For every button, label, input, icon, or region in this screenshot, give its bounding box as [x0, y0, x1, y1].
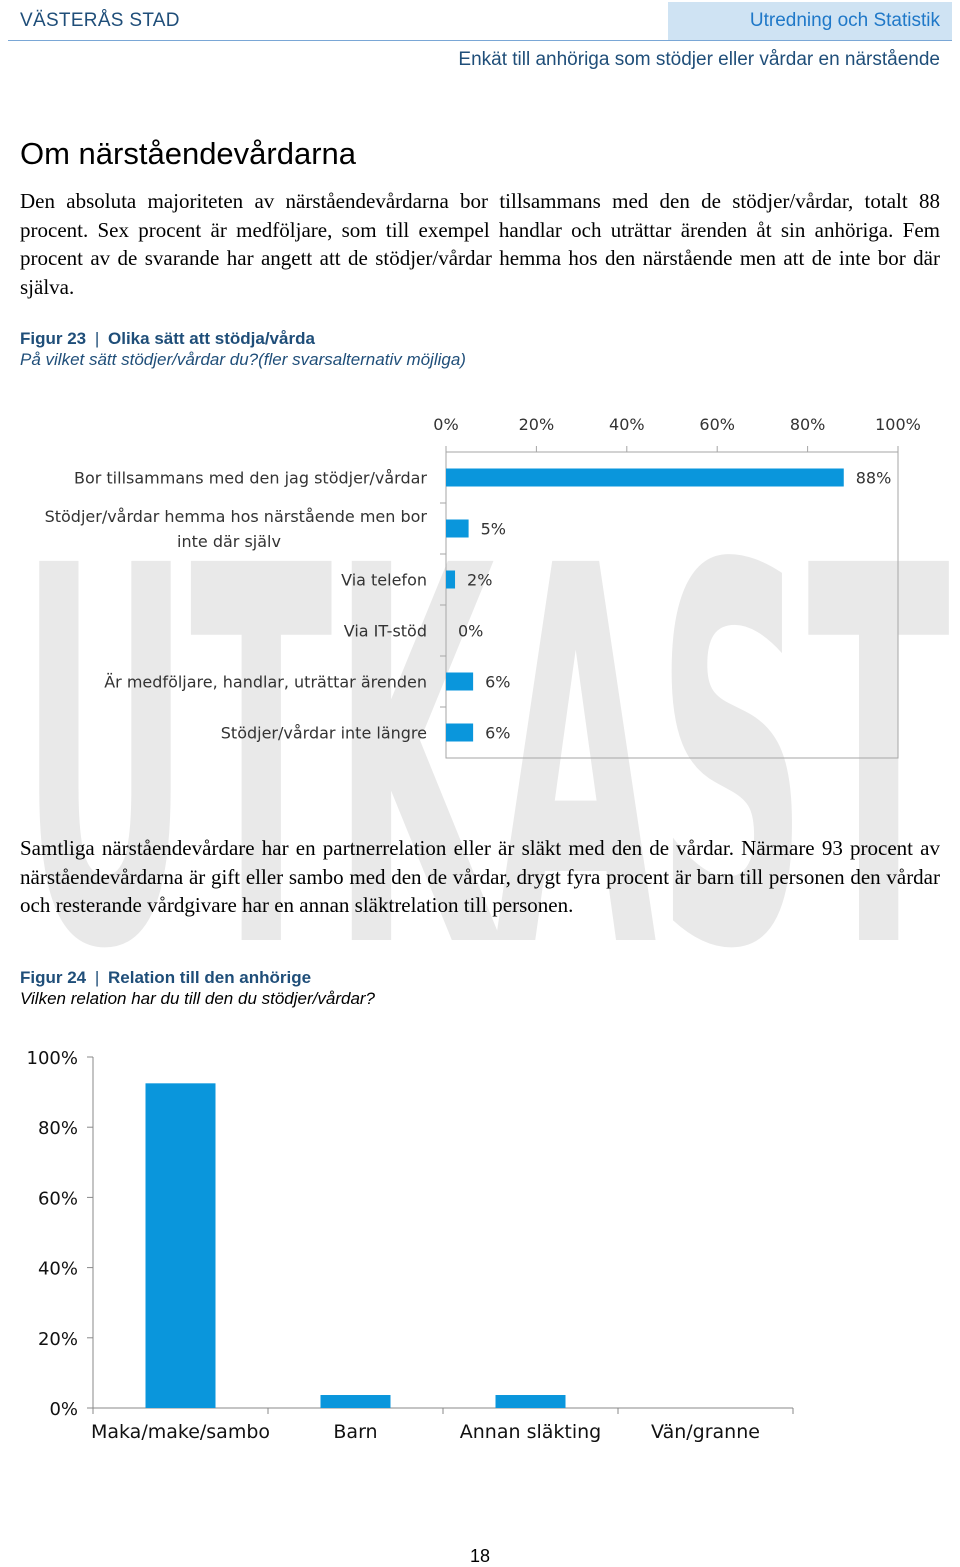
header-divider: [8, 40, 952, 41]
x-tick-label: 0%: [433, 415, 458, 434]
figure24-chart: 0% 20% 40% 60% 80% 100% Maka/make/sambo Barn Ann…: [27, 1048, 794, 1443]
figure24-separator: |: [94, 968, 100, 987]
category-label: Maka/make/sambo: [91, 1421, 270, 1443]
bar: [145, 1083, 216, 1408]
data-label: 2%: [467, 571, 492, 590]
x-tick-label: 80%: [790, 415, 826, 434]
section-title: Om närståendevårdarna: [20, 136, 357, 171]
figure23-separator: |: [94, 329, 100, 348]
figure23-chart: 0% 20% 40% 60% 80% 100% 88% Bor tillsammans med…: [45, 415, 921, 759]
figure23-question: På vilket sätt stödjer/vårdar du?: [20, 350, 259, 369]
category-label: Vän/granne: [651, 1421, 760, 1443]
y-tick-label: 80%: [38, 1118, 78, 1139]
bar: [495, 1395, 566, 1408]
category-label: Bor tillsammans med den jag stödjer/vård…: [74, 469, 427, 488]
category-label: Barn: [333, 1421, 377, 1443]
figure24-question: Vilken relation har du till den du stödj…: [20, 989, 376, 1008]
y-tick-label: 20%: [38, 1329, 78, 1350]
page-number: 18: [469, 1546, 491, 1566]
category-label: Stödjer/vårdar hemma hos närstående men …: [45, 507, 428, 551]
dept-box: [668, 2, 952, 40]
relation-paragraph: Samtliga närståendevårdare har en partne…: [20, 836, 940, 917]
org-name: VÄSTERÅS STAD: [20, 10, 180, 31]
y-tick-label: 60%: [38, 1188, 78, 1209]
category-label: Via telefon: [341, 571, 427, 590]
data-label: 0%: [458, 622, 483, 641]
bar: [446, 672, 474, 691]
intro-paragraph: Den absoluta majoriteten av närståendevå…: [20, 189, 940, 299]
bar: [320, 1395, 391, 1408]
figure23-note: (fler svarsalternativ möjliga): [258, 350, 466, 369]
dept-name: Utredning och Statistik: [749, 10, 940, 31]
x-tick-label: 40%: [609, 415, 645, 434]
category-label: Via IT-stöd: [344, 622, 427, 641]
data-label: 6%: [485, 724, 510, 743]
y-tick-label: 100%: [27, 1048, 78, 1069]
y-tick-label: 40%: [38, 1259, 78, 1280]
category-label: Stödjer/vårdar inte längre: [221, 724, 427, 743]
category-label: Är medföljare, handlar, uträttar ärenden: [104, 673, 427, 692]
data-label: 5%: [481, 520, 506, 539]
bar: [446, 570, 456, 589]
figure23-label: Figur 23: [20, 329, 87, 348]
x-tick-label: 100%: [875, 415, 921, 434]
figure24-label: Figur 24: [20, 968, 87, 987]
figure23-question-line: På vilket sätt stödjer/vårdar du?(fler s…: [20, 350, 466, 370]
bar: [446, 723, 474, 742]
document-title: Enkät till anhöriga som stödjer eller vå…: [458, 49, 940, 70]
figure24-caption: Figur 24 | Relation till den anhörige: [20, 968, 311, 988]
bar: [446, 519, 469, 538]
plot-area-frame: [445, 451, 899, 759]
figure24-title: Relation till den anhörige: [108, 968, 312, 987]
figure23-caption: Figur 23 | Olika sätt att stödja/vårda: [20, 329, 315, 349]
y-tick-label: 0%: [49, 1399, 78, 1420]
data-label: 6%: [485, 673, 510, 692]
bar: [446, 468, 844, 487]
category-label: Annan släkting: [460, 1421, 601, 1443]
x-tick-label: 20%: [519, 415, 555, 434]
x-tick-label: 60%: [699, 415, 735, 434]
data-label: 88%: [856, 469, 892, 488]
figure23-title: Olika sätt att stödja/vårda: [108, 329, 315, 348]
